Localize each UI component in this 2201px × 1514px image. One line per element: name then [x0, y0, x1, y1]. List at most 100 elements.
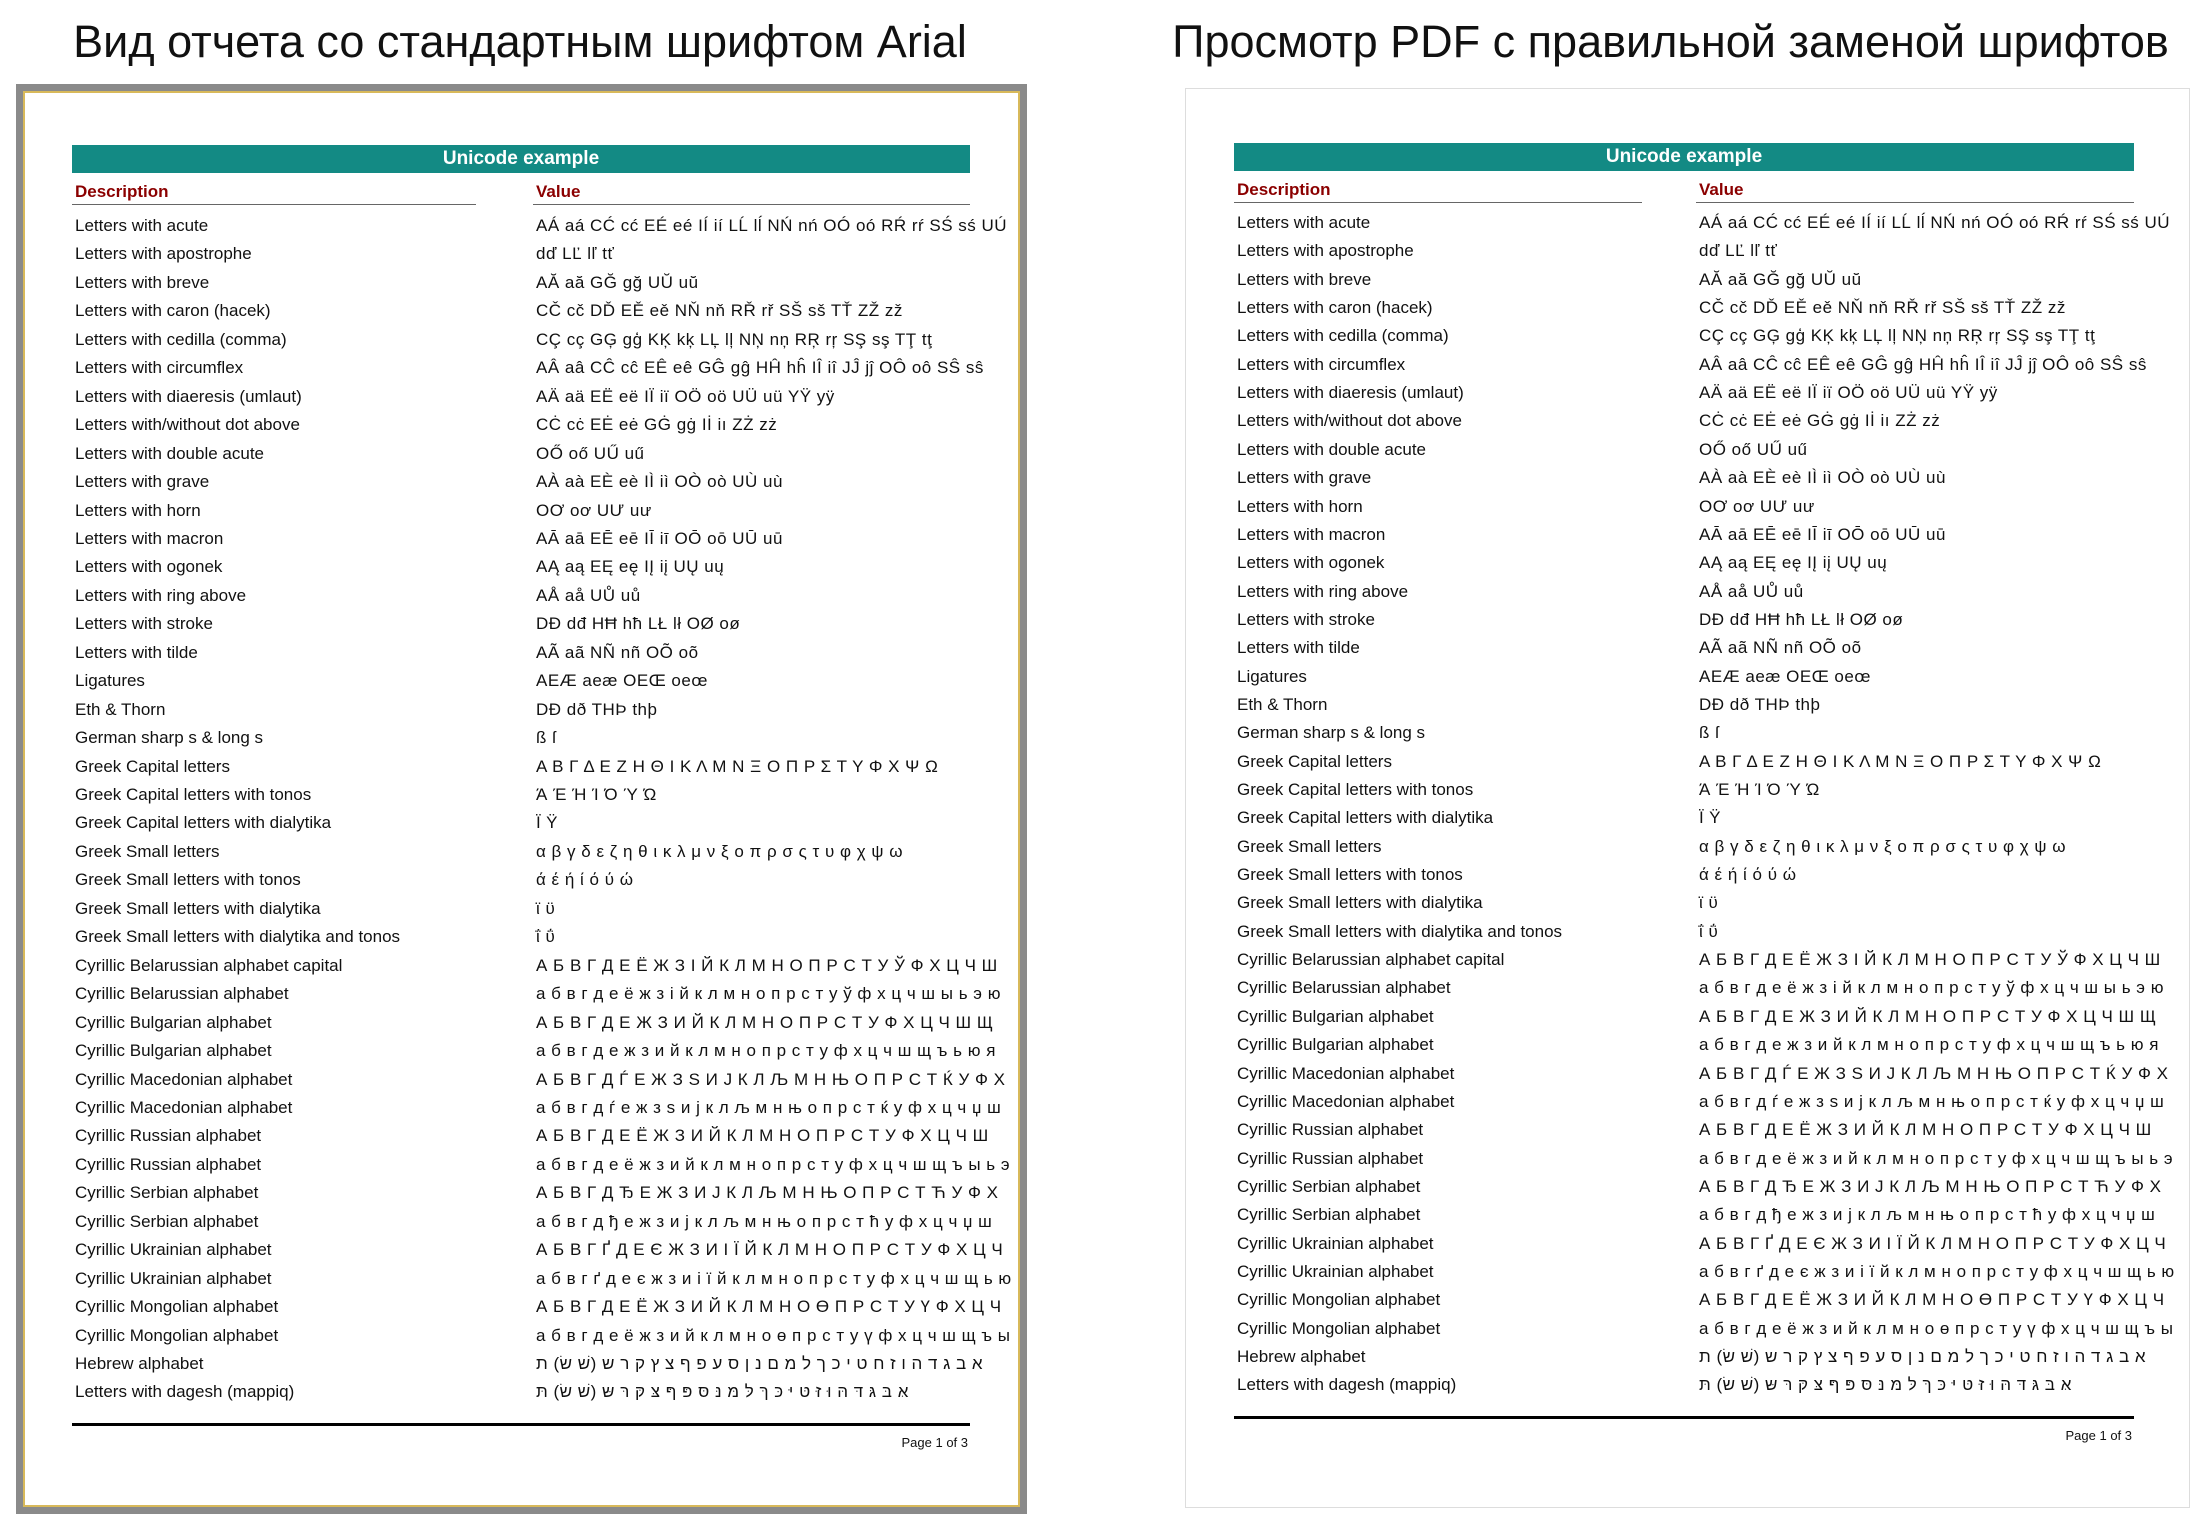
value-cell: AEÆ aeæ OEŒ oeœ: [536, 671, 708, 691]
value-cell: AÃ aã NÑ nñ OÕ oõ: [536, 642, 699, 662]
value-cell: α β γ δ ε ζ η θ ι κ λ μ ν ξ ο π ρ σ ς τ …: [1699, 836, 2066, 856]
description-cell: Cyrillic Macedonian alphabet: [75, 1069, 293, 1089]
description-cell: Letters with diaeresis (umlaut): [75, 386, 302, 406]
value-cell: DĐ dð THÞ thþ: [536, 699, 658, 719]
value-cell: Α Β Γ Δ Ε Ζ Η Θ Ι Κ Λ Μ Ν Ξ Ο Π Ρ Σ Τ Υ …: [1699, 751, 2102, 771]
column-header: Value: [536, 182, 581, 201]
value-cell: CČ cč DĎ EĚ eě NŇ nň RŘ rř SŠ sš TŤ ZŽ z…: [1699, 298, 2066, 318]
value-cell: А Б В Г Д Ђ Е Ж З И Ј К Л Љ М Н Њ О П Р …: [1699, 1176, 2162, 1196]
value-cell: OŐ oő UŰ uű: [1699, 439, 1808, 459]
value-cell: OŐ oő UŰ uű: [536, 443, 645, 463]
description-cell: Cyrillic Ukrainian alphabet: [75, 1268, 272, 1288]
description-cell: German sharp s & long s: [1237, 723, 1426, 743]
description-cell: Letters with tilde: [75, 642, 198, 662]
description-cell: Letters with circumflex: [1237, 354, 1406, 374]
description-cell: Letters with ogonek: [1237, 553, 1385, 573]
description-cell: Letters with stroke: [75, 614, 213, 634]
value-cell: ϊ ϋ: [1699, 893, 1719, 913]
value-cell: А Б В Г Д Ѓ Е Ж З Ѕ И Ј К Л Љ М Н Њ О П …: [1699, 1063, 2169, 1083]
description-cell: Cyrillic Bulgarian alphabet: [1237, 1035, 1434, 1055]
description-cell: Letters with tilde: [1237, 638, 1360, 658]
value-cell: CÇ cç GĢ gģ KĶ kķ LĻ lļ NŅ nņ RŖ rŗ SŞ s…: [1699, 326, 2096, 346]
value-cell: AÅ aå UŮ uů: [536, 585, 641, 605]
value-cell: AÁ aá CĆ cć EÉ eé IÍ ií LĹ lĺ NŃ nń OÓ o…: [536, 216, 1008, 235]
description-cell: Cyrillic Macedonian alphabet: [75, 1097, 293, 1117]
description-cell: Greek Capital letters with dialytika: [75, 813, 332, 833]
footer-rule: [72, 1422, 970, 1426]
description-cell: Greek Small letters: [75, 841, 220, 861]
value-cell: CÇ cç GĢ gģ KĶ kķ LĻ lļ NŅ nņ RŖ rŗ SŞ s…: [536, 329, 933, 349]
value-cell: AÄ aä EË eë IÏ iï OÖ oö UÜ uü YŸ yÿ: [1699, 383, 1998, 403]
description-cell: Cyrillic Bulgarian alphabet: [1237, 1006, 1434, 1026]
description-cell: Cyrillic Mongolian alphabet: [1237, 1318, 1441, 1338]
description-cell: Letters with breve: [1237, 269, 1372, 289]
description-cell: Greek Small letters with tonos: [1237, 865, 1463, 885]
value-cell: Ϊ Ϋ: [1699, 808, 1721, 828]
description-cell: Letters with cedilla (comma): [1237, 326, 1449, 346]
description-cell: Greek Small letters with dialytika: [1237, 893, 1483, 913]
value-cell: AEÆ aeæ OEŒ oeœ: [1699, 666, 1871, 686]
column-header: Value: [1699, 180, 1744, 199]
value-cell: ά έ ή ί ό ύ ώ: [536, 870, 634, 890]
value-cell: а б в г д е ж з и й к л м н о п р с т у …: [536, 1041, 996, 1061]
value-cell: AÄ aä EË eë IÏ iï OÖ oö UÜ uü YŸ yÿ: [536, 386, 835, 406]
description-cell: Letters with grave: [1237, 468, 1372, 488]
description-cell: Cyrillic Serbian alphabet: [1237, 1205, 1421, 1225]
footer-rule: [1234, 1415, 2134, 1419]
column-header: Description: [1237, 180, 1331, 199]
column-header: Description: [75, 182, 169, 201]
description-cell: Cyrillic Serbian alphabet: [75, 1211, 259, 1231]
description-cell: Cyrillic Bulgarian alphabet: [75, 1012, 272, 1032]
description-cell: Cyrillic Russian alphabet: [75, 1126, 262, 1146]
description-cell: Cyrillic Ukrainian alphabet: [75, 1240, 272, 1260]
value-cell: DĐ dđ HĦ hħ LŁ lł OØ oø: [1699, 609, 1904, 629]
value-cell: AÅ aå UŮ uů: [1699, 581, 1804, 601]
description-cell: Cyrillic Belarussian alphabet capital: [1237, 950, 1505, 970]
value-cell: А Б В Г Д Ђ Е Ж З И Ј К Л Љ М Н Њ О П Р …: [536, 1183, 999, 1203]
description-cell: Eth & Thorn: [75, 699, 166, 719]
description-cell: Letters with double acute: [1237, 439, 1427, 459]
description-cell: Letters with diaeresis (umlaut): [1237, 383, 1464, 403]
value-cell: а б в г д е ё ж з и й к л м н о ө п р с …: [1699, 1318, 2174, 1338]
value-cell: ΐ ΰ: [1699, 921, 1719, 941]
value-cell: CĊ cċ EĖ eė GĠ gġ Iİ iı ZŻ zż: [536, 415, 778, 435]
description-cell: Cyrillic Russian alphabet: [1237, 1120, 1424, 1140]
description-cell: Letters with ring above: [75, 585, 247, 605]
description-cell: Letters with grave: [75, 472, 210, 492]
value-cell: AÃ aã NÑ nñ OÕ oõ: [1699, 638, 1862, 658]
description-cell: Letters with macron: [1237, 524, 1386, 544]
value-cell: а б в г д е ё ж з и й к л м н о п р с т …: [1699, 1148, 2174, 1168]
description-cell: Cyrillic Ukrainian alphabet: [1237, 1261, 1434, 1281]
description-cell: Letters with apostrophe: [75, 244, 252, 264]
value-cell: а б в г д е ё ж з і й к л м н о п р с т …: [536, 984, 1001, 1004]
value-cell: AĄ aą EĘ eę IĮ iį UŲ uų: [1699, 553, 1888, 573]
description-cell: Letters with acute: [1237, 213, 1371, 232]
value-cell: Ά Έ Ή Ί Ό Ύ Ώ: [536, 785, 657, 804]
value-cell: AĂ aă GĞ gğ UŬ uŭ: [1699, 269, 1862, 289]
value-cell: AÂ aâ CĈ cĉ EÊ eê GĜ gĝ HĤ hĥ IÎ iî JĴ j…: [536, 358, 984, 378]
value-cell: а б в г д ѓ е ж з ѕ и ј к л љ м н њ о п …: [1699, 1091, 2165, 1111]
value-cell: DĐ dđ HĦ hħ LŁ lł OØ oø: [536, 614, 741, 634]
page-number: Page 1 of 3: [901, 1434, 969, 1450]
description-cell: Hebrew alphabet: [75, 1354, 204, 1373]
value-cell: А Б В Г Д Е Ж З И Й К Л М Н О П Р С Т У …: [1699, 1006, 2157, 1026]
value-cell: а б в г д е ё ж з и й к л м н о ө п р с …: [536, 1325, 1011, 1345]
value-cell: ß ſ: [536, 728, 557, 748]
value-cell: А Б В Г Д Е Ё Ж З І Й К Л М Н О П Р С Т …: [1699, 950, 2161, 970]
description-cell: Greek Small letters with dialytika and t…: [75, 927, 401, 947]
value-cell: AÂ aâ CĈ cĉ EÊ eê GĜ gĝ HĤ hĥ IÎ iî JĴ j…: [1699, 354, 2147, 374]
value-cell: а б в г д е ё ж з и й к л м н о п р с т …: [536, 1154, 1011, 1174]
header-rule: [1696, 202, 2134, 203]
description-cell: Letters with horn: [1237, 496, 1363, 516]
description-cell: Cyrillic Macedonian alphabet: [1237, 1091, 1455, 1111]
description-cell: Letters with caron (hacek): [1237, 298, 1433, 318]
value-cell: а б в г ґ д е є ж з и і ї й к л м н о п …: [536, 1268, 1012, 1288]
value-cell: א ב ג ד ה ו ז ח ט י כ ך ל מ ם נ ן ס ע פ …: [536, 1354, 984, 1373]
description-cell: Cyrillic Russian alphabet: [75, 1154, 262, 1174]
value-cell: dď LĽ lľ tť: [1699, 241, 1778, 261]
value-cell: AĀ aā EĒ eē IĪ iī OŌ oō UŪ uū: [536, 528, 783, 548]
description-cell: Letters with circumflex: [75, 358, 244, 378]
description-cell: Greek Capital letters with tonos: [75, 785, 312, 804]
value-cell: ß ſ: [1699, 723, 1720, 743]
